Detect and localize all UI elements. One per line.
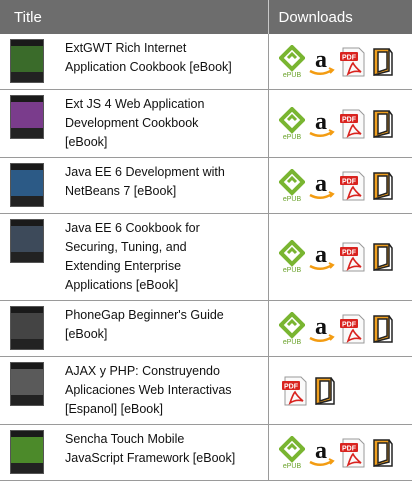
book-title-wrap: Java EE 6 Cookbook for Securing, Tuning,… — [0, 214, 268, 295]
title-cell: Sencha Touch Mobile JavaScript Framework… — [0, 424, 269, 481]
title-cell: Java EE 6 Cookbook for Securing, Tuning,… — [0, 213, 269, 301]
downloads-column-header[interactable]: Downloads — [268, 0, 412, 34]
title-cell: ExtGWT Rich Internet Application Cookboo… — [0, 34, 269, 90]
amazon-download-icon[interactable]: a — [307, 107, 335, 141]
download-icons: ePUB a PDF — [269, 158, 413, 213]
svg-text:a: a — [315, 109, 327, 135]
table-row: Java EE 6 Cookbook for Securing, Tuning,… — [0, 213, 413, 301]
pdf-download-icon[interactable]: PDF — [337, 45, 367, 79]
amazon-download-icon[interactable]: a — [307, 312, 335, 346]
title-cell: Ext JS 4 Web Application Development Coo… — [0, 89, 269, 158]
book-title-link[interactable]: PhoneGap Beginner's Guide [eBook] — [65, 308, 224, 341]
pdf-download-icon[interactable]: PDF — [279, 374, 309, 408]
download-icons: ePUB a PDF — [269, 214, 413, 300]
book-title-wrap: PhoneGap Beginner's Guide [eBook] — [0, 301, 268, 349]
download-icons: ePUB a PDF — [269, 425, 413, 480]
book-title-wrap: Ext JS 4 Web Application Development Coo… — [0, 90, 268, 152]
table-row: Java EE 6 Development with NetBeans 7 [e… — [0, 157, 413, 214]
kindle-download-icon[interactable] — [369, 107, 395, 141]
book-cover-image[interactable] — [11, 96, 43, 138]
svg-text:PDF: PDF — [342, 445, 357, 452]
book-title-wrap: ExtGWT Rich Internet Application Cookboo… — [0, 34, 268, 82]
downloads-cell: ePUB a PDF — [268, 157, 413, 214]
book-cover-image[interactable] — [11, 431, 43, 473]
pdf-download-icon[interactable]: PDF — [337, 312, 367, 346]
book-title-link[interactable]: Java EE 6 Cookbook for Securing, Tuning,… — [65, 221, 200, 292]
kindle-download-icon[interactable] — [369, 436, 395, 470]
book-title-wrap: Sencha Touch Mobile JavaScript Framework… — [0, 425, 268, 473]
download-icons: PDF — [269, 357, 413, 424]
svg-text:a: a — [315, 47, 327, 73]
download-icons: ePUB a PDF — [269, 34, 413, 89]
amazon-download-icon[interactable]: a — [307, 45, 335, 79]
book-cover-image[interactable] — [11, 220, 43, 262]
kindle-download-icon[interactable] — [369, 312, 395, 346]
table-row: ExtGWT Rich Internet Application Cookboo… — [0, 34, 412, 90]
svg-text:ePUB: ePUB — [282, 72, 301, 79]
download-icons: ePUB a PDF — [269, 90, 413, 157]
book-title-wrap: AJAX y PHP: Construyendo Aplicaciones We… — [0, 357, 268, 419]
svg-text:a: a — [315, 242, 327, 268]
epub-download-icon[interactable]: ePUB — [278, 44, 305, 79]
amazon-download-icon[interactable]: a — [307, 436, 335, 470]
svg-text:ePUB: ePUB — [282, 134, 301, 141]
downloads-cell: ePUB a PDF — [268, 89, 413, 158]
amazon-download-icon[interactable]: a — [307, 240, 335, 274]
book-title-wrap: Java EE 6 Development with NetBeans 7 [e… — [0, 158, 268, 206]
downloads-cell: PDF — [268, 356, 413, 425]
pdf-download-icon[interactable]: PDF — [337, 436, 367, 470]
svg-text:PDF: PDF — [342, 250, 357, 257]
book-title-link[interactable]: Sencha Touch Mobile JavaScript Framework… — [65, 432, 236, 465]
kindle-download-icon[interactable] — [369, 45, 395, 79]
book-title-link[interactable]: Java EE 6 Development with NetBeans 7 [e… — [65, 165, 225, 198]
book-title-link[interactable]: Ext JS 4 Web Application Development Coo… — [65, 97, 205, 149]
table-row: Ext JS 4 Web Application Development Coo… — [0, 89, 413, 158]
downloads-cell: ePUB a PDF — [268, 34, 412, 90]
table-row: AJAX y PHP: Construyendo Aplicaciones We… — [0, 356, 413, 425]
kindle-download-icon[interactable] — [369, 169, 395, 203]
svg-text:a: a — [315, 171, 327, 197]
svg-text:PDF: PDF — [342, 116, 357, 123]
epub-download-icon[interactable]: ePUB — [278, 168, 305, 203]
svg-text:ePUB: ePUB — [282, 267, 301, 274]
book-cover-image[interactable] — [11, 363, 43, 405]
svg-text:ePUB: ePUB — [282, 196, 301, 203]
svg-text:PDF: PDF — [342, 54, 357, 61]
epub-download-icon[interactable]: ePUB — [278, 311, 305, 346]
svg-text:a: a — [315, 314, 327, 340]
table-row: Sencha Touch Mobile JavaScript Framework… — [0, 424, 413, 481]
pdf-download-icon[interactable]: PDF — [337, 169, 367, 203]
svg-text:ePUB: ePUB — [282, 339, 301, 346]
svg-text:PDF: PDF — [342, 321, 357, 328]
pdf-download-icon[interactable]: PDF — [337, 240, 367, 274]
table-header-row: Title Downloads — [0, 0, 412, 34]
svg-text:a: a — [315, 438, 327, 464]
epub-download-icon[interactable]: ePUB — [278, 240, 305, 274]
book-cover-image[interactable] — [11, 307, 43, 349]
epub-download-icon[interactable]: ePUB — [278, 435, 305, 470]
svg-text:PDF: PDF — [284, 383, 299, 390]
title-cell: AJAX y PHP: Construyendo Aplicaciones We… — [0, 356, 269, 425]
svg-text:ePUB: ePUB — [282, 463, 301, 470]
title-cell: PhoneGap Beginner's Guide [eBook] — [0, 300, 269, 357]
book-title-link[interactable]: AJAX y PHP: Construyendo Aplicaciones We… — [65, 364, 232, 416]
kindle-download-icon[interactable] — [311, 374, 337, 408]
download-icons: ePUB a PDF — [269, 301, 413, 356]
book-cover-image[interactable] — [11, 164, 43, 206]
table-row: PhoneGap Beginner's Guide [eBook] ePUB a PD… — [0, 300, 413, 357]
downloads-cell: ePUB a PDF — [268, 213, 413, 301]
amazon-download-icon[interactable]: a — [307, 169, 335, 203]
title-column-header[interactable]: Title — [0, 0, 269, 34]
kindle-download-icon[interactable] — [369, 240, 395, 274]
book-cover-image[interactable] — [11, 40, 43, 82]
pdf-download-icon[interactable]: PDF — [337, 107, 367, 141]
svg-text:PDF: PDF — [342, 178, 357, 185]
title-cell: Java EE 6 Development with NetBeans 7 [e… — [0, 157, 269, 214]
epub-download-icon[interactable]: ePUB — [278, 106, 305, 141]
book-title-link[interactable]: ExtGWT Rich Internet Application Cookboo… — [65, 41, 232, 74]
downloads-cell: ePUB a PDF — [268, 424, 413, 481]
downloads-cell: ePUB a PDF — [268, 300, 413, 357]
